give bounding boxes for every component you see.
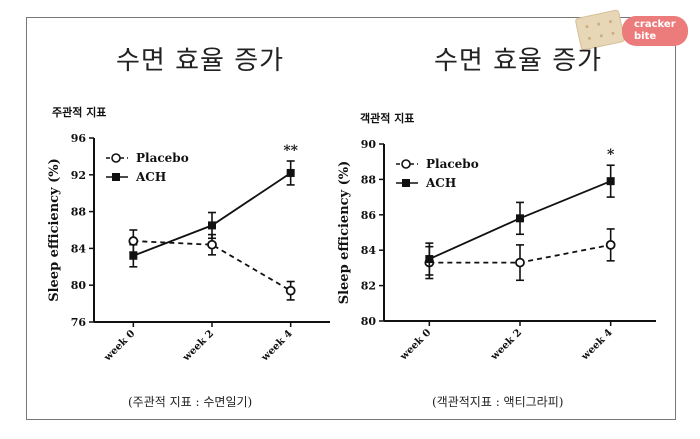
chart2-y-tick-label: 86 xyxy=(361,209,377,222)
chart2-y-tick-label: 82 xyxy=(361,280,376,293)
chart2-series-ach-point xyxy=(606,177,615,186)
chart1-y-tick-label: 92 xyxy=(71,169,86,182)
chart2-legend-ach-marker xyxy=(402,179,410,187)
chart2-legend-placebo-marker xyxy=(401,159,411,169)
chart2-y-tick-label: 90 xyxy=(361,138,377,151)
logo-line1: cracker xyxy=(634,19,676,30)
chart1-x-tick-label: week 2 xyxy=(180,328,216,364)
chart1-series-placebo-point xyxy=(128,236,139,246)
chart1-x-tick-label: week 4 xyxy=(259,328,295,364)
chart2-x-tick-label: week 0 xyxy=(398,327,434,363)
chart1-subtitle: 주관적 지표 xyxy=(52,106,107,119)
chart1-series-placebo-line xyxy=(133,240,292,292)
chart2-significance-marker: * xyxy=(607,147,615,163)
chart1-series-placebo-point xyxy=(207,239,217,250)
chart2-series-placebo-point xyxy=(515,257,525,268)
chart1-significance-marker: ** xyxy=(283,143,298,159)
chart1-series-ach-point xyxy=(208,221,216,230)
chart2-caption: (객관적지표 : 액티그라피) xyxy=(432,395,564,409)
chart1-series-ach-point xyxy=(286,168,295,177)
chart1-y-tick-label: 80 xyxy=(71,279,87,292)
chart1-legend-placebo-label: Placebo xyxy=(136,151,189,165)
chart2-x-tick-label: week 4 xyxy=(579,327,615,363)
chart2-series-placebo-point xyxy=(605,239,616,250)
chart2-subtitle: 객관적 지표 xyxy=(360,112,415,125)
chart2-series-ach-point xyxy=(516,214,524,223)
chart1-caption: (주관적 지표 : 수면일기) xyxy=(128,395,253,409)
chart1-plot: 76 80 84 88 92 96 week 0 week 2 week 4 Sleep effi… xyxy=(47,132,330,364)
chart1-title: 수면 효율 증가 xyxy=(116,46,285,76)
chart1-series-placebo-point xyxy=(285,285,296,296)
cracker-icon xyxy=(575,9,688,51)
chart2-series-ach-point xyxy=(425,255,434,264)
cracker-bite-logo: cracker bite xyxy=(572,4,692,56)
chart1-series-ach-point xyxy=(129,251,138,260)
chart2-y-axis-label: Sleep efficiency (%) xyxy=(337,161,352,305)
chart1-y-tick-label: 76 xyxy=(71,316,87,329)
chart1-y-axis-label: Sleep efficiency (%) xyxy=(47,158,62,302)
chart1-legend-ach-label: ACH xyxy=(135,170,166,184)
chart1-y-tick-label: 88 xyxy=(71,206,87,219)
chart1-y-tick-label: 84 xyxy=(71,242,87,255)
chart2-x-tick-label: week 2 xyxy=(488,327,524,363)
chart2-y-tick-label: 84 xyxy=(361,244,377,257)
logo-line2: bite xyxy=(634,31,657,42)
chart1-legend-ach-marker xyxy=(112,173,120,181)
chart2-y-tick-label: 88 xyxy=(361,173,377,186)
chart2-legend-placebo-label: Placebo xyxy=(426,157,479,171)
chart2-y-tick-label: 80 xyxy=(361,315,377,328)
chart1-y-tick-label: 96 xyxy=(71,132,87,145)
chart2-title: 수면 효율 증가 xyxy=(434,46,603,76)
figure-frame xyxy=(26,17,676,420)
chart2-legend-ach-label: ACH xyxy=(425,176,456,190)
chart2-plot: 80 82 84 86 88 90 week 0 week 2 week 4 Sleep effi… xyxy=(337,138,656,363)
chart1-legend-placebo-marker xyxy=(111,153,121,163)
chart1-x-tick-label: week 0 xyxy=(102,328,138,364)
